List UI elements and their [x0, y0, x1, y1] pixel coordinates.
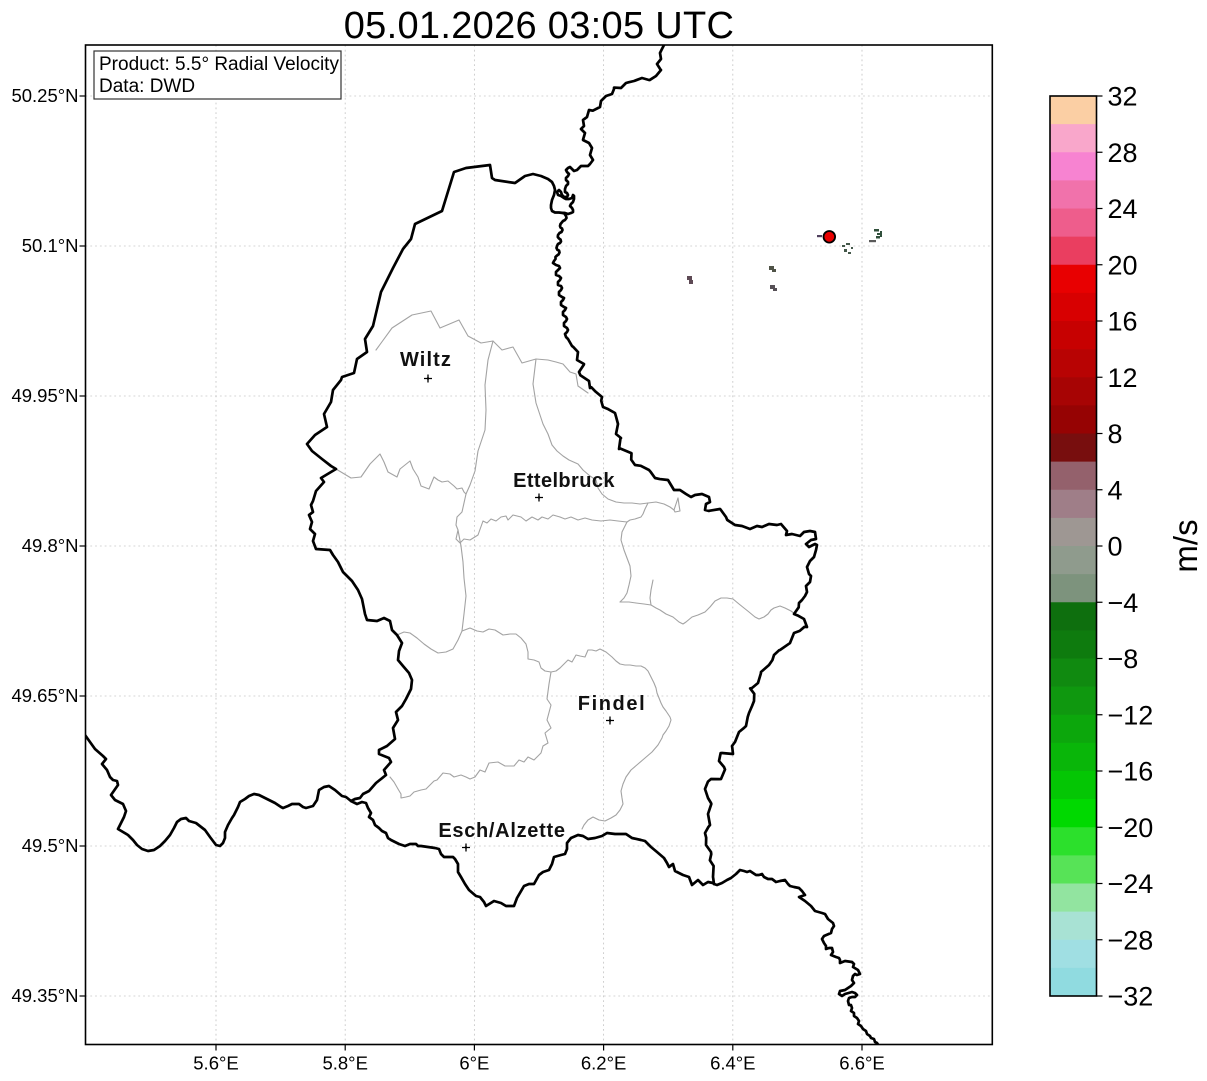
- svg-text:−32: −32: [1108, 982, 1154, 1012]
- svg-text:Ettelbruck: Ettelbruck: [513, 470, 615, 492]
- svg-text:8: 8: [1108, 419, 1123, 449]
- svg-text:49.35°N: 49.35°N: [11, 985, 78, 1006]
- svg-text:50.25°N: 50.25°N: [11, 85, 78, 106]
- svg-text:49.65°N: 49.65°N: [11, 685, 78, 706]
- svg-text:Findel: Findel: [578, 693, 647, 715]
- svg-text:05.01.2026 03:05 UTC: 05.01.2026 03:05 UTC: [344, 5, 735, 47]
- svg-text:6.4°E: 6.4°E: [710, 1053, 755, 1074]
- svg-text:−8: −8: [1108, 644, 1139, 674]
- svg-text:32: 32: [1108, 82, 1138, 112]
- svg-text:Wiltz: Wiltz: [400, 349, 452, 371]
- svg-text:−20: −20: [1108, 813, 1154, 843]
- svg-text:5.8°E: 5.8°E: [322, 1053, 367, 1074]
- svg-text:12: 12: [1108, 363, 1138, 393]
- svg-text:6.6°E: 6.6°E: [839, 1053, 884, 1074]
- svg-text:28: 28: [1108, 138, 1138, 168]
- svg-text:5.6°E: 5.6°E: [193, 1053, 238, 1074]
- svg-text:49.5°N: 49.5°N: [22, 835, 79, 856]
- svg-text:50.1°N: 50.1°N: [22, 235, 79, 256]
- svg-text:49.95°N: 49.95°N: [11, 385, 78, 406]
- svg-text:0: 0: [1108, 532, 1123, 562]
- svg-text:−28: −28: [1108, 925, 1154, 955]
- svg-text:m/s: m/s: [1167, 519, 1204, 572]
- svg-text:6°E: 6°E: [459, 1053, 489, 1074]
- svg-text:49.8°N: 49.8°N: [22, 535, 79, 556]
- svg-text:Esch/Alzette: Esch/Alzette: [438, 820, 565, 842]
- svg-text:6.2°E: 6.2°E: [581, 1053, 626, 1074]
- svg-text:−4: −4: [1108, 588, 1139, 618]
- svg-text:20: 20: [1108, 250, 1138, 280]
- svg-text:Product: 5.5° Radial Velocity: Product: 5.5° Radial Velocity: [99, 54, 339, 75]
- svg-text:−24: −24: [1108, 869, 1154, 899]
- svg-text:Data: DWD: Data: DWD: [99, 76, 195, 97]
- svg-text:−16: −16: [1108, 757, 1154, 787]
- svg-text:16: 16: [1108, 307, 1138, 337]
- svg-text:4: 4: [1108, 475, 1123, 505]
- svg-text:−12: −12: [1108, 700, 1154, 730]
- svg-text:24: 24: [1108, 194, 1138, 224]
